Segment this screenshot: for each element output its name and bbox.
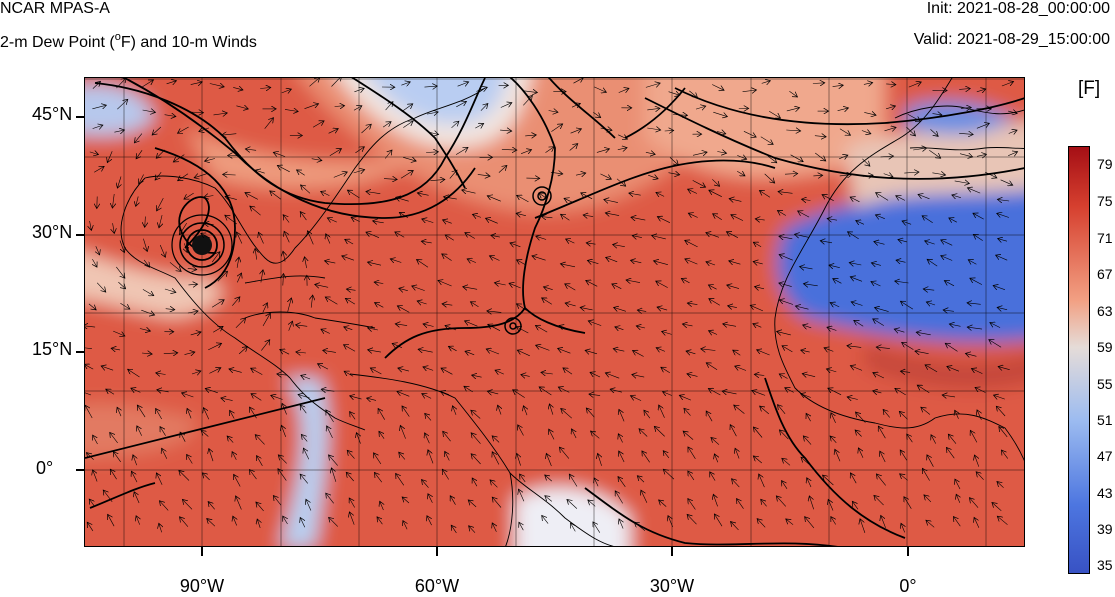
model-title: NCAR MPAS-A	[0, 0, 110, 18]
map-canvas	[85, 78, 1025, 547]
lat-label-0: 0°	[36, 458, 53, 479]
colorbar-label-79: 79	[1097, 156, 1113, 172]
colorbar-label-71: 71	[1097, 230, 1113, 246]
lat-tick-30	[76, 234, 85, 236]
field-title-suffix: F) and 10-m Winds	[121, 34, 257, 51]
colorbar-label-67: 67	[1097, 266, 1113, 282]
lon-tick-60w	[436, 547, 438, 556]
dewpoint-map	[84, 77, 1025, 547]
colorbar-label-55: 55	[1097, 376, 1113, 392]
lon-tick-0	[907, 547, 909, 556]
lon-label-30w: 30°W	[650, 576, 694, 597]
colorbar-unit: [F]	[1078, 78, 1100, 100]
lon-label-60w: 60°W	[415, 576, 459, 597]
colorbar-label-63: 63	[1097, 303, 1113, 319]
init-time: Init: 2021-08-28_00:00:00	[927, 0, 1110, 18]
colorbar-label-51: 51	[1097, 412, 1113, 428]
colorbar-label-75: 75	[1097, 193, 1113, 209]
colorbar-label-47: 47	[1097, 448, 1113, 464]
colorbar-label-43: 43	[1097, 485, 1113, 501]
lat-label-45n: 45°N	[32, 104, 72, 125]
lat-tick-0	[76, 469, 85, 471]
lon-tick-30w	[671, 547, 673, 556]
lon-label-0: 0°	[899, 576, 916, 597]
colorbar	[1068, 146, 1090, 574]
lat-tick-15	[76, 351, 85, 353]
lon-label-90w: 90°W	[180, 576, 224, 597]
colorbar-label-39: 39	[1097, 521, 1113, 537]
colorbar-label-59: 59	[1097, 339, 1113, 355]
field-title-prefix: 2-m Dew Point (	[0, 34, 115, 51]
field-title: 2-m Dew Point (oF) and 10-m Winds	[0, 31, 257, 52]
lat-label-15n: 15°N	[32, 339, 72, 360]
colorbar-label-35: 35	[1097, 557, 1113, 573]
lat-label-30n: 30°N	[32, 222, 72, 243]
valid-time: Valid: 2021-08-29_15:00:00	[914, 31, 1110, 49]
lon-tick-90w	[201, 547, 203, 556]
lat-tick-45	[76, 116, 85, 118]
